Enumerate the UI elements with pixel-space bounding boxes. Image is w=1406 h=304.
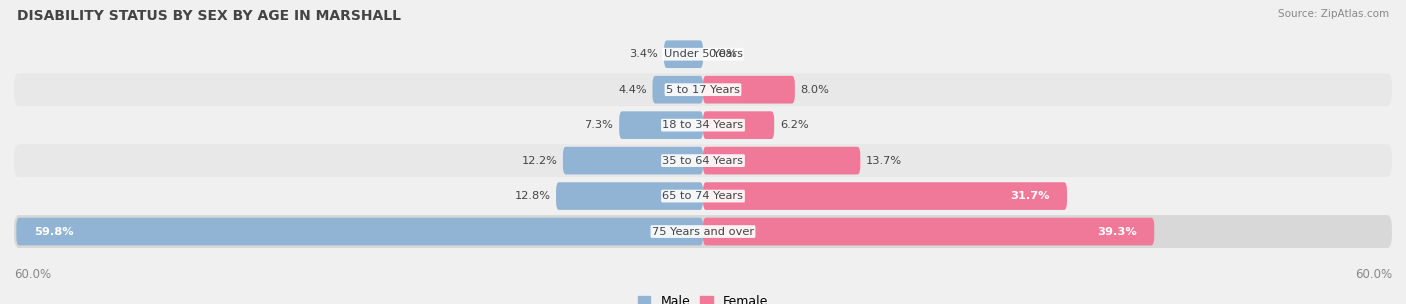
Text: 6.2%: 6.2% <box>780 120 808 130</box>
FancyBboxPatch shape <box>703 111 775 139</box>
Text: 7.3%: 7.3% <box>585 120 613 130</box>
FancyBboxPatch shape <box>664 40 703 68</box>
FancyBboxPatch shape <box>14 180 1392 212</box>
Text: 4.4%: 4.4% <box>619 85 647 95</box>
FancyBboxPatch shape <box>14 109 1392 142</box>
Text: 0.0%: 0.0% <box>709 49 738 59</box>
Text: 13.7%: 13.7% <box>866 156 903 166</box>
FancyBboxPatch shape <box>14 144 1392 177</box>
Legend: Male, Female: Male, Female <box>633 290 773 304</box>
Text: 12.8%: 12.8% <box>515 191 550 201</box>
Text: 60.0%: 60.0% <box>14 268 51 281</box>
Text: Source: ZipAtlas.com: Source: ZipAtlas.com <box>1278 9 1389 19</box>
FancyBboxPatch shape <box>14 73 1392 106</box>
FancyBboxPatch shape <box>652 76 703 104</box>
FancyBboxPatch shape <box>14 215 1392 248</box>
Text: 60.0%: 60.0% <box>1355 268 1392 281</box>
Text: 3.4%: 3.4% <box>630 49 658 59</box>
Text: Under 5 Years: Under 5 Years <box>664 49 742 59</box>
Text: 12.2%: 12.2% <box>522 156 557 166</box>
FancyBboxPatch shape <box>619 111 703 139</box>
FancyBboxPatch shape <box>17 218 703 245</box>
Text: DISABILITY STATUS BY SEX BY AGE IN MARSHALL: DISABILITY STATUS BY SEX BY AGE IN MARSH… <box>17 9 401 23</box>
Text: 31.7%: 31.7% <box>1011 191 1050 201</box>
FancyBboxPatch shape <box>703 218 1154 245</box>
FancyBboxPatch shape <box>555 182 703 210</box>
FancyBboxPatch shape <box>14 38 1392 71</box>
Text: 8.0%: 8.0% <box>800 85 830 95</box>
FancyBboxPatch shape <box>562 147 703 174</box>
FancyBboxPatch shape <box>703 147 860 174</box>
Text: 75 Years and over: 75 Years and over <box>652 226 754 237</box>
Text: 5 to 17 Years: 5 to 17 Years <box>666 85 740 95</box>
Text: 39.3%: 39.3% <box>1097 226 1137 237</box>
Text: 59.8%: 59.8% <box>34 226 73 237</box>
Text: 65 to 74 Years: 65 to 74 Years <box>662 191 744 201</box>
FancyBboxPatch shape <box>703 182 1067 210</box>
FancyBboxPatch shape <box>703 76 794 104</box>
Text: 35 to 64 Years: 35 to 64 Years <box>662 156 744 166</box>
Text: 18 to 34 Years: 18 to 34 Years <box>662 120 744 130</box>
